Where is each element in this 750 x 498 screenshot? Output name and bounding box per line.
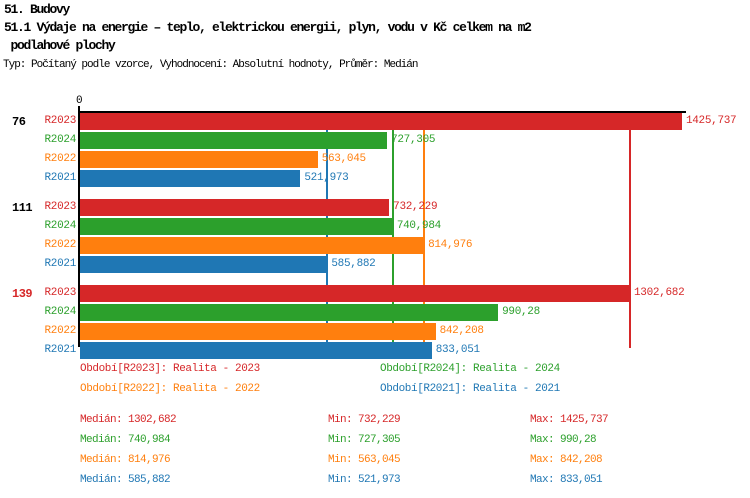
series-label-R2022: R2022 — [44, 153, 76, 165]
series-label-R2023: R2023 — [44, 201, 76, 213]
legend-item-green: Období[R2024]: Realita - 2024 — [380, 363, 560, 375]
stat-median-green: Medián: 740,984 — [80, 434, 171, 446]
x-axis-line — [80, 111, 686, 113]
bar-R2021 — [80, 170, 301, 187]
series-label-R2021: R2021 — [44, 344, 76, 356]
bar-R2024 — [80, 304, 499, 321]
median-line-orange — [423, 113, 426, 348]
chart-meta: Typ: Počítaný podle vzorce, Vyhodnocení:… — [3, 59, 418, 71]
bar-value-label: 1302,682 — [633, 287, 685, 299]
bar-row-R2021: R2021 521,973 — [0, 170, 750, 187]
chart-title-line1: 51.1 Výdaje na energie – teplo, elektric… — [4, 20, 532, 35]
stat-median-red: Medián: 1302,682 — [80, 414, 177, 426]
series-label-R2024: R2024 — [44, 134, 76, 146]
stat-max-green: Max: 990,28 — [530, 434, 597, 446]
bar-row-R2023: R2023 76 1425,737 — [0, 113, 750, 130]
series-label-R2023: R2023 — [44, 287, 76, 299]
stat-max-blue: Max: 833,051 — [530, 474, 603, 486]
page-title: 51. Budovy — [4, 2, 70, 17]
bar-row-R2022: R2022 563,045 — [0, 151, 750, 168]
legend-item-blue: Období[R2021]: Realita - 2021 — [380, 383, 560, 395]
stat-min-orange: Min: 563,045 — [328, 454, 401, 466]
bar-row-R2024: R2024 740,984 — [0, 218, 750, 235]
series-label-R2022: R2022 — [44, 239, 76, 251]
median-line-green — [391, 113, 394, 348]
bar-value-label: 521,973 — [304, 172, 349, 184]
y-axis-line — [78, 106, 80, 347]
bar-row-R2023: R2023 111 732,229 — [0, 199, 750, 216]
bar-R2024 — [80, 218, 393, 235]
bar-row-R2022: R2022 842,208 — [0, 323, 750, 340]
legend-item-red: Období[R2023]: Realita - 2023 — [80, 363, 260, 375]
stat-median-orange: Medián: 814,976 — [80, 454, 171, 466]
series-label-R2021: R2021 — [44, 172, 76, 184]
bar-R2021 — [80, 342, 432, 359]
series-label-R2024: R2024 — [44, 220, 76, 232]
bar-row-R2024: R2024 727,305 — [0, 132, 750, 149]
bar-R2022 — [80, 237, 425, 254]
bar-value-label: 990,28 — [502, 306, 540, 318]
stat-min-green: Min: 727,305 — [328, 434, 401, 446]
group-label-76: 76 — [12, 115, 26, 129]
legend-item-orange: Období[R2022]: Realita - 2022 — [80, 383, 260, 395]
bar-value-label: 814,976 — [428, 239, 473, 251]
bar-row-R2024: R2024 990,28 — [0, 304, 750, 321]
series-label-R2021: R2021 — [44, 258, 76, 270]
group-label-111: 111 — [12, 201, 33, 215]
bar-R2023 — [80, 285, 630, 302]
bar-value-label: 833,051 — [435, 344, 480, 356]
series-label-R2023: R2023 — [44, 115, 76, 127]
stat-median-blue: Medián: 585,882 — [80, 474, 171, 486]
bar-value-label: 842,208 — [439, 325, 484, 337]
bar-row-R2022: R2022 814,976 — [0, 237, 750, 254]
bar-row-R2021: R2021 833,051 — [0, 342, 750, 359]
median-line-red — [628, 113, 631, 348]
group-label-139: 139 — [12, 287, 33, 301]
bar-R2024 — [80, 132, 388, 149]
bar-value-label: 732,229 — [393, 201, 438, 213]
stat-min-red: Min: 732,229 — [328, 414, 401, 426]
stat-max-red: Max: 1425,737 — [530, 414, 609, 426]
series-label-R2024: R2024 — [44, 306, 76, 318]
stat-min-blue: Min: 521,973 — [328, 474, 401, 486]
bar-value-label: 585,882 — [331, 258, 376, 270]
bar-chart: 0 R2023 76 1425,737 R2024 727,305 R2022 563,045… — [0, 95, 750, 359]
bar-row-R2021: R2021 585,882 — [0, 256, 750, 273]
bar-value-label: 727,305 — [391, 134, 436, 146]
bar-R2022 — [80, 151, 318, 168]
stat-max-orange: Max: 842,208 — [530, 454, 603, 466]
chart-title-line2: podlahové plochy — [4, 38, 116, 53]
series-label-R2022: R2022 — [44, 325, 76, 337]
bar-R2023 — [80, 199, 390, 216]
bar-R2023 — [80, 113, 682, 130]
axis-origin-tick-label: 0 — [76, 95, 83, 107]
bar-value-label: 740,984 — [396, 220, 441, 232]
bar-R2021 — [80, 256, 328, 273]
bar-R2022 — [80, 323, 436, 340]
bar-value-label: 1425,737 — [685, 115, 737, 127]
bar-value-label: 563,045 — [321, 153, 366, 165]
bar-row-R2023: R2023 139 1302,682 — [0, 285, 750, 302]
